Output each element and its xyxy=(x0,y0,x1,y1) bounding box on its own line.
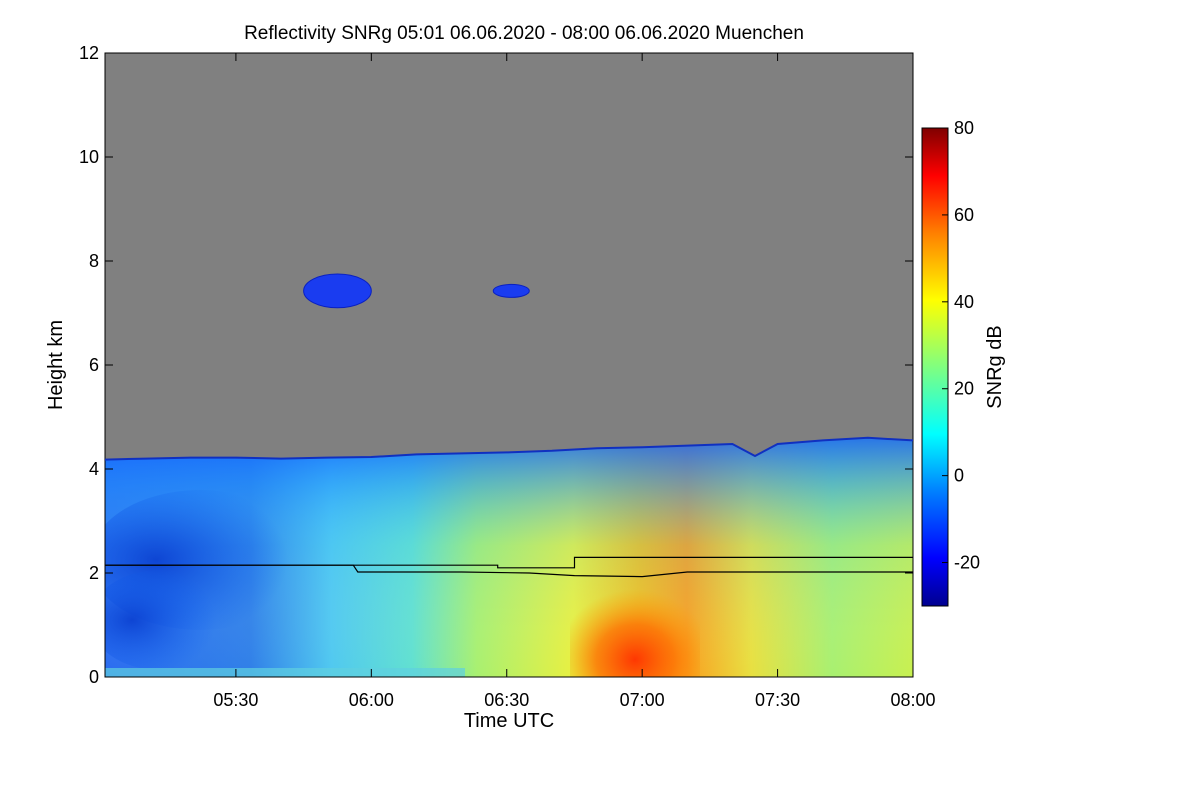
x-tick-label: 07:30 xyxy=(755,690,800,710)
colorbar-tick-label: 60 xyxy=(954,205,974,225)
echo-top-edge xyxy=(104,436,914,461)
y-tick-label: 0 xyxy=(89,667,99,687)
y-axis: 0 2 4 6 8 10 12 xyxy=(79,43,913,687)
colorbar-tick-label: 0 xyxy=(954,466,964,486)
colorbar: -20 0 20 40 60 80 SNRg dB xyxy=(921,118,1006,607)
x-tick-label: 06:00 xyxy=(349,690,394,710)
chart-title: Reflectivity SNRg 05:01 06.06.2020 - 08:… xyxy=(244,23,804,44)
low-snr-region-lower xyxy=(105,570,230,670)
x-axis: 05:30 06:00 06:30 07:00 07:30 08:00 xyxy=(213,53,936,710)
x-tick-label: 05:30 xyxy=(213,690,258,710)
colorbar-tick-label: 20 xyxy=(954,379,974,399)
echo-field-upper-shading xyxy=(105,437,913,677)
overlay-line-2 xyxy=(105,564,913,578)
y-axis-title: Height km xyxy=(45,320,67,410)
y-tick-label: 12 xyxy=(79,43,99,63)
colorbar-tick-label: 40 xyxy=(954,292,974,312)
colorbar-tick-label: 80 xyxy=(954,118,974,138)
colorbar-tick-label: -20 xyxy=(954,553,980,573)
cloud-patch-1 xyxy=(303,273,372,309)
x-axis-title: Time UTC xyxy=(464,710,554,732)
y-tick-label: 4 xyxy=(89,459,99,479)
colorbar-gradient xyxy=(921,127,949,607)
y-tick-label: 6 xyxy=(89,355,99,375)
y-tick-label: 8 xyxy=(89,251,99,271)
y-tick-label: 2 xyxy=(89,563,99,583)
x-tick-label: 08:00 xyxy=(890,690,935,710)
x-tick-label: 07:00 xyxy=(620,690,665,710)
plot-area xyxy=(105,53,913,677)
surface-clutter xyxy=(105,668,465,677)
overlay-line-1 xyxy=(105,556,913,569)
colorbar-title: SNRg dB xyxy=(984,325,1006,408)
y-tick-label: 10 xyxy=(79,147,99,167)
x-tick-label: 06:30 xyxy=(484,690,529,710)
high-snr-core xyxy=(570,560,700,677)
cloud-patch-2 xyxy=(492,283,530,298)
